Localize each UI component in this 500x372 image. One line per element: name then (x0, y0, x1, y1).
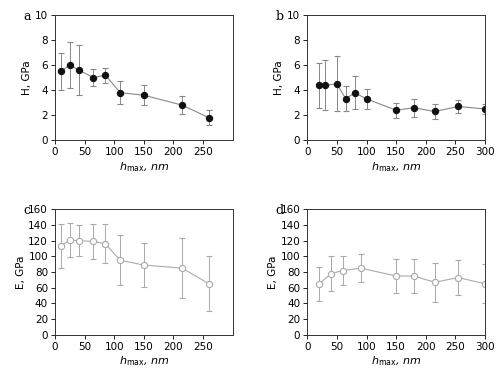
Text: b: b (276, 10, 283, 23)
X-axis label: $h_{\mathrm{max}}$, nm: $h_{\mathrm{max}}$, nm (371, 160, 422, 174)
X-axis label: $h_{\mathrm{max}}$, nm: $h_{\mathrm{max}}$, nm (118, 355, 169, 368)
Text: c: c (23, 204, 30, 217)
X-axis label: $h_{\mathrm{max}}$, nm: $h_{\mathrm{max}}$, nm (118, 160, 169, 174)
Text: a: a (23, 10, 30, 23)
Y-axis label: E, GPa: E, GPa (16, 256, 26, 289)
Text: d: d (276, 204, 283, 217)
Y-axis label: E, GPa: E, GPa (268, 256, 278, 289)
Y-axis label: H, GPa: H, GPa (274, 60, 284, 95)
X-axis label: $h_{\mathrm{max}}$, nm: $h_{\mathrm{max}}$, nm (371, 355, 422, 368)
Y-axis label: H, GPa: H, GPa (22, 60, 32, 95)
